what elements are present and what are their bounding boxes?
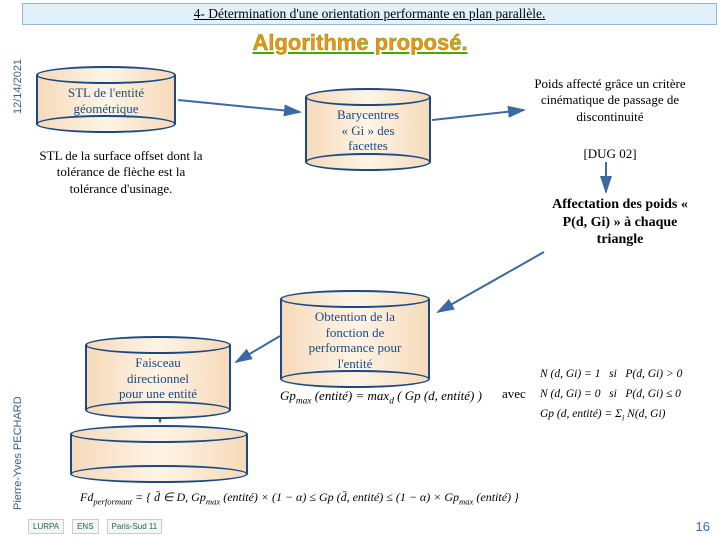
- cyl-beam-l3: pour une entité: [95, 386, 221, 402]
- slide-root: 4- Détermination d'une orientation perfo…: [0, 0, 720, 540]
- cyl-perf-l1: Obtention de la: [290, 309, 420, 325]
- formula-gpdef: Gp (d, entité) = Σi N(d, Gi): [540, 408, 720, 422]
- cylinder-empty: [70, 425, 248, 483]
- cyl-beam-l1: Faisceau: [95, 355, 221, 371]
- cylinder-barycenters: Barycentres « Gi » des facettes: [305, 88, 431, 171]
- cyl-perf-l4: l'entité: [290, 356, 420, 372]
- text-weight-criterion: Poids affecté grâce un critère cinématiq…: [525, 76, 695, 125]
- cyl-beam-l2: directionnel: [95, 371, 221, 387]
- section-header: 4- Détermination d'une orientation perfo…: [22, 3, 717, 25]
- formula-cond2: N (d, Gi) = 0 si P(d, Gi) ≤ 0: [540, 388, 720, 400]
- cyl-bary-l3: facettes: [315, 138, 421, 154]
- logo-lurpa: LURPA: [28, 519, 64, 534]
- author-label: Pierre-Yves PECHARD: [12, 396, 24, 510]
- page-title: Algorithme proposé.: [0, 30, 720, 56]
- formula-fdperf: Fdperformant = { d̄ ∈ D, Gpmax (entité) …: [80, 490, 680, 506]
- cyl-stl-l1: STL de l'entité: [46, 85, 166, 101]
- arrow-stl-to-bary: [176, 88, 306, 128]
- date-label: 12/14/2021: [12, 59, 24, 114]
- page-number: 16: [696, 519, 710, 534]
- logo-upsud: Paris-Sud 11: [107, 519, 163, 534]
- text-offset-stl: STL de la surface offset dont la toléran…: [36, 148, 206, 197]
- arrow-weight-to-assign: [592, 160, 622, 200]
- text-assign-weights: Affectation des poids « P(d, Gi) » à cha…: [545, 196, 695, 249]
- cylinder-stl-entity: STL de l'entité géométrique: [36, 66, 176, 133]
- cyl-bary-l1: Barycentres: [315, 107, 421, 123]
- cylinder-beam: Faisceau directionnel pour une entité: [85, 336, 231, 419]
- arrow-perf-to-beam: [232, 330, 286, 370]
- cyl-perf-l2: fonction de: [290, 325, 420, 341]
- cylinder-perf-fn: Obtention de la fonction de performance …: [280, 290, 430, 388]
- logo-ens: ENS: [72, 519, 98, 534]
- section-title: 4- Détermination d'une orientation perfo…: [194, 6, 546, 21]
- cyl-bary-l2: « Gi » des: [315, 123, 421, 139]
- logos-row: LURPA ENS Paris-Sud 11: [28, 519, 162, 534]
- formula-gpmax: Gpmax (entité) = maxd ( Gp (d, entité) ): [280, 388, 500, 407]
- cyl-stl-l2: géométrique: [46, 101, 166, 117]
- page-title-text: Algorithme proposé.: [252, 30, 467, 55]
- arrow-assign-to-perf: [432, 250, 552, 320]
- text-avec: avec: [502, 386, 526, 402]
- formula-cond1: N (d, Gi) = 1 si P(d, Gi) > 0: [540, 368, 720, 380]
- cyl-perf-l3: performance pour: [290, 340, 420, 356]
- arrow-bary-to-weight: [432, 106, 532, 136]
